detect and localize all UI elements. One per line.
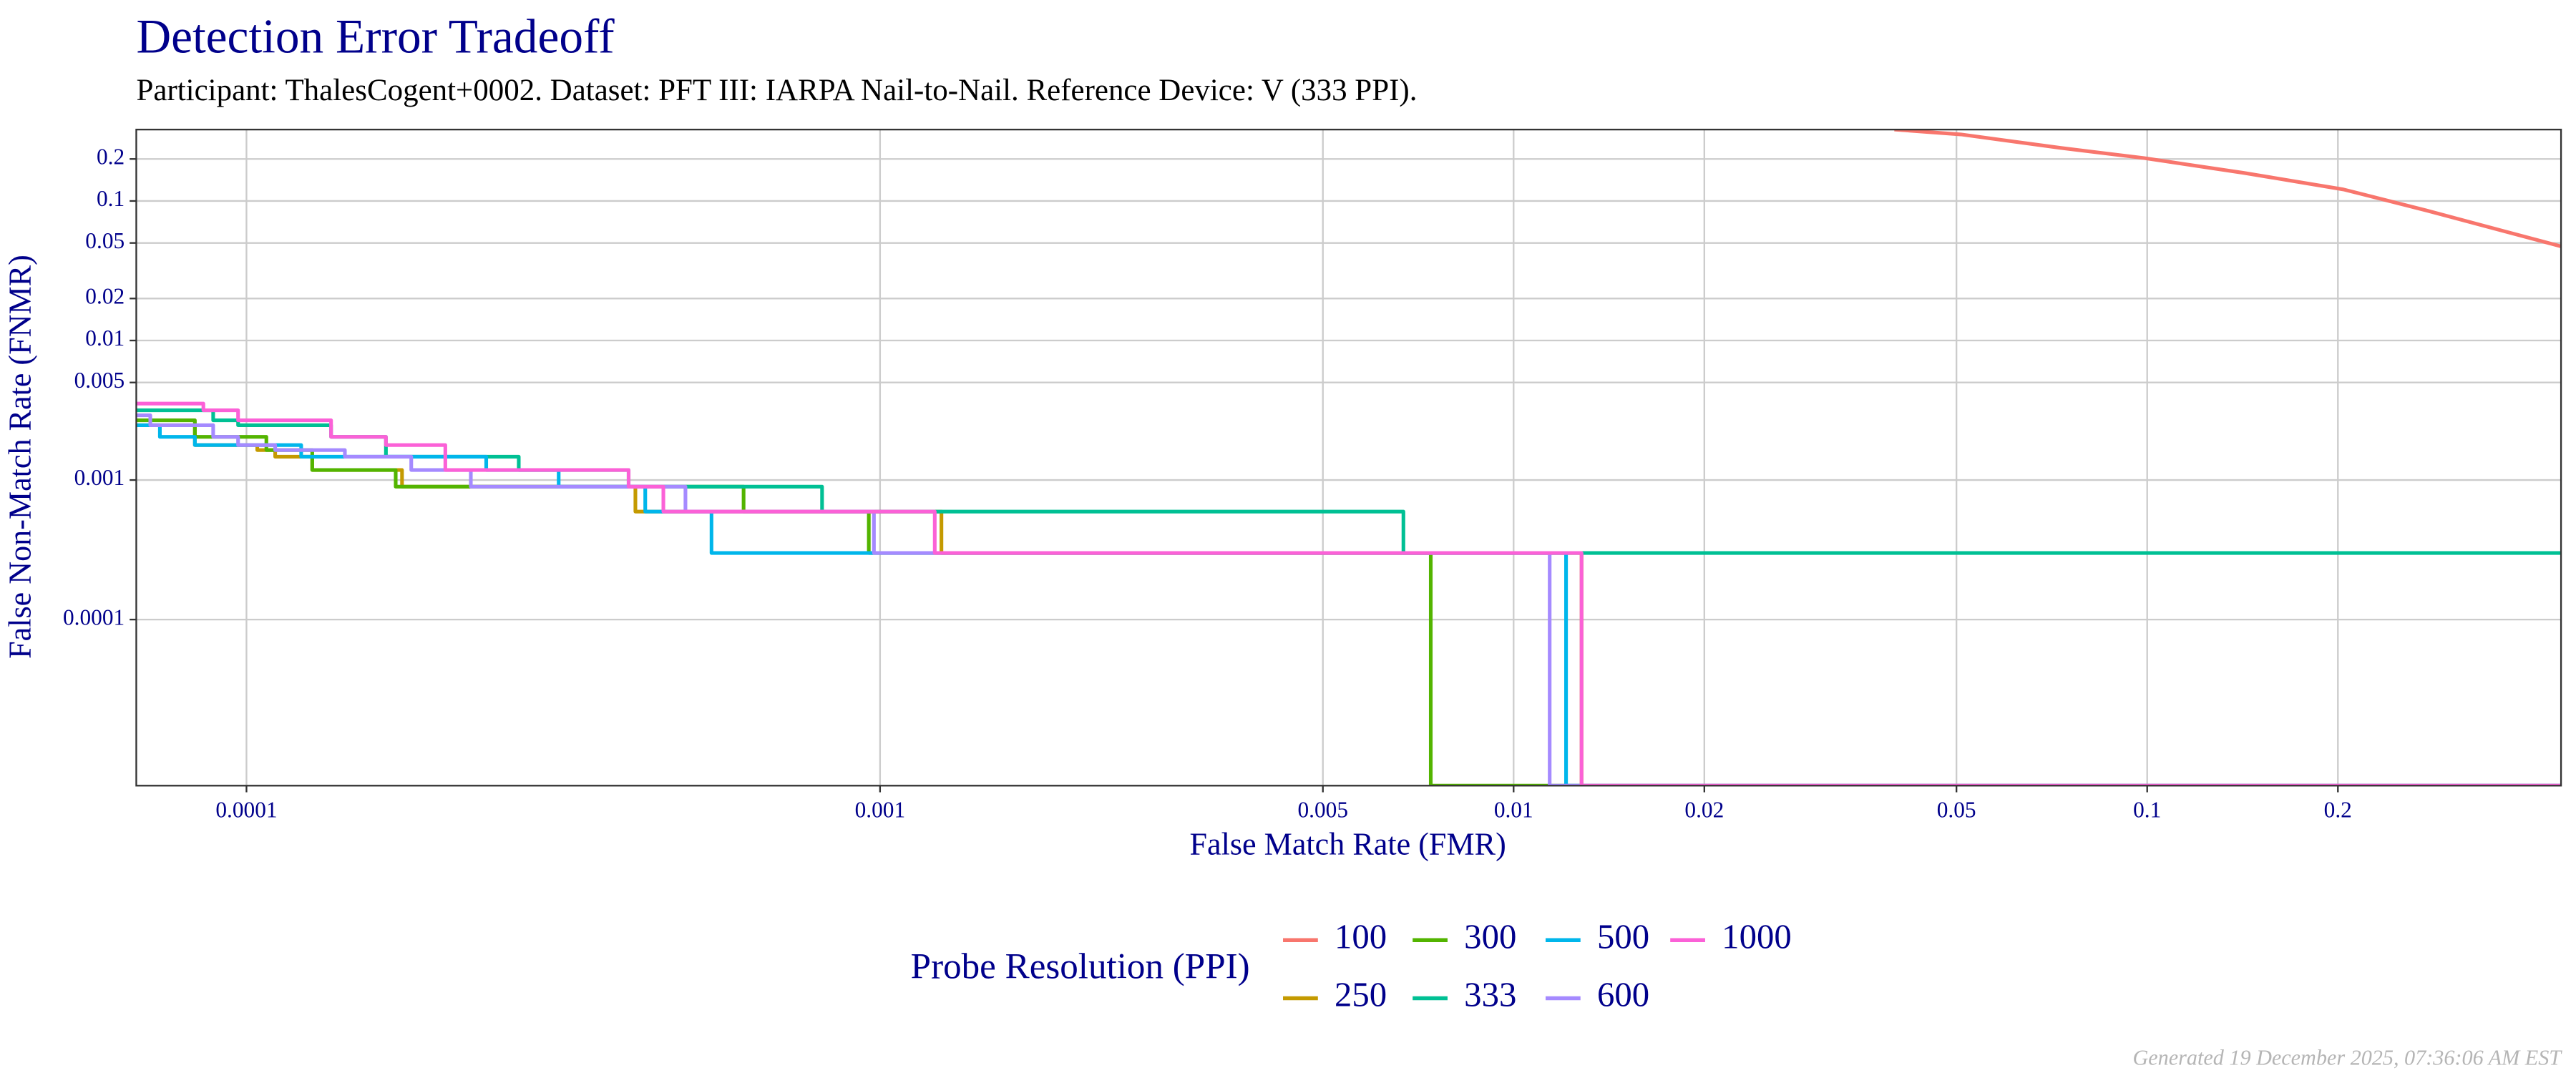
series-line xyxy=(1894,129,2562,248)
y-tick-label: 0.01 xyxy=(85,325,125,351)
series-line xyxy=(136,401,2562,786)
series-line xyxy=(136,408,2562,555)
series-line xyxy=(136,418,2562,786)
y-tick-label: 0.0001 xyxy=(63,604,125,629)
x-tick-label: 0.005 xyxy=(1297,798,1348,823)
y-tick-label: 0.2 xyxy=(97,144,125,169)
y-tick-label: 0.05 xyxy=(85,228,125,253)
plot-area xyxy=(136,129,2562,786)
legend-label: 100 xyxy=(1335,917,1387,956)
legend-label: 333 xyxy=(1464,976,1516,1014)
series-line xyxy=(136,413,2562,786)
chart-subtitle: Participant: ThalesCogent+0002. Dataset:… xyxy=(136,74,1417,107)
legend-label: 1000 xyxy=(1722,917,1792,956)
footer: Generated 19 December 2025, 07:36:06 AM … xyxy=(2132,1045,2562,1069)
x-tick-label: 0.2 xyxy=(2324,798,2352,823)
x-axis-label: False Match Rate (FMR) xyxy=(1189,826,1506,861)
y-tick-label: 0.001 xyxy=(74,465,125,490)
grid: 0.0001 0.001 0.005 0.01 0.02 0.05 0.1 0.2 0.0001… xyxy=(63,129,2562,823)
x-tick-label: 0.01 xyxy=(1494,798,1533,823)
legend: 100 250 300 333 500 600 1000 xyxy=(1283,917,1792,1014)
chart-title: Detection Error Tradeoff xyxy=(136,10,615,64)
legend-title: Probe Resolution (PPI) xyxy=(911,946,1250,987)
x-tick-label: 0.02 xyxy=(1684,798,1724,823)
legend-label: 300 xyxy=(1464,917,1516,956)
y-tick-label: 0.02 xyxy=(85,283,125,308)
x-tick-label: 0.05 xyxy=(1937,798,1976,823)
panel-border xyxy=(135,128,2562,787)
x-tick-label: 0.001 xyxy=(855,798,906,823)
x-tick-label: 0.0001 xyxy=(215,798,277,823)
x-tick-label: 0.1 xyxy=(2133,798,2161,823)
y-tick-label: 0.005 xyxy=(74,368,125,393)
legend-label: 250 xyxy=(1335,976,1387,1014)
y-tick-label: 0.1 xyxy=(97,186,125,211)
y-axis-label: False Non-Match Rate (FNMR) xyxy=(3,255,38,659)
legend-label: 600 xyxy=(1597,976,1649,1014)
legend-label: 500 xyxy=(1597,917,1649,956)
